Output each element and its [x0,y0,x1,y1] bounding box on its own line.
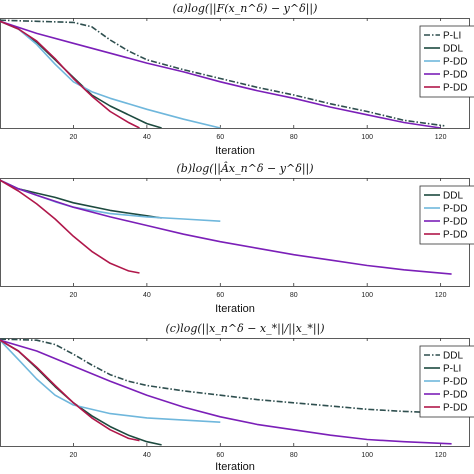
chart-panel-2: (b)log(||Âx_n^δ − y^δ||) 20 40 60 80 100 120 It… [0,161,474,315]
chart-title: (b)log(||Âx_n^δ − y^δ||) [176,161,313,176]
plot-frame [0,18,470,129]
legend-label: P-DD [443,390,467,401]
legend-label: DDL [443,351,463,362]
x-tick-label: 100 [361,452,373,459]
legend-label: P-DD [443,70,467,81]
x-tick-label: 120 [435,452,447,459]
plot-frame [0,178,470,287]
plot-frame [0,338,470,447]
x-tick-label: 60 [216,134,224,141]
chart-title: (a)log(||F(x_n^δ) − y^δ||) [173,2,318,16]
x-tick-label: 60 [216,292,224,299]
x-tick-label: 40 [143,292,151,299]
series-line-1 [0,19,445,127]
x-axis-label: Iteration [215,461,255,473]
x-tick-label: 80 [290,292,298,299]
series-line-5 [0,339,140,442]
chart-panel-1: (a)log(||F(x_n^δ) − y^δ||) 20 40 60 80 100 120… [0,2,474,157]
legend: P-LI DDL P-DD P-DD P-DD [419,25,474,98]
series-line-3 [0,179,452,275]
x-tick-label: 40 [143,134,151,141]
legend-label: P-LI [443,31,461,42]
legend-label: P-DD [443,83,467,94]
x-axis-label: Iteration [215,145,255,157]
legend-label: P-DD [443,403,467,414]
legend: DDL P-LI P-DD P-DD P-DD [419,345,474,418]
chart-panel-3: (c)log(||x_n^δ − x_*||/||x_*||) 20 40 60 80 1… [0,322,474,473]
legend: DDL P-DD P-DD P-DD [419,185,474,245]
x-tick-label: 20 [70,134,78,141]
chart-title: (c)log(||x_n^δ − x_*||/||x_*||) [165,322,324,336]
x-tick-label: 60 [216,452,224,459]
series-group [0,179,452,275]
x-tick-label: 100 [361,134,373,141]
x-tick-label: 80 [290,134,298,141]
x-tick-label: 120 [435,292,447,299]
legend-label: P-DD [443,377,467,388]
legend-label: P-LI [443,364,461,375]
series-line-3 [0,339,221,423]
series-line-5 [0,20,140,128]
x-axis-label: Iteration [215,303,255,315]
x-tick-label: 40 [143,452,151,459]
series-group [0,338,456,446]
legend-label: DDL [443,44,463,55]
x-tick-label: 100 [361,292,373,299]
legend-label: P-DD [443,204,467,215]
series-group [0,19,445,128]
series-line-4 [0,20,441,128]
legend-label: P-DD [443,230,467,241]
legend-label: DDL [443,191,463,202]
x-tick-label: 80 [290,452,298,459]
series-line-4 [0,179,140,274]
x-tick-label: 120 [435,134,447,141]
x-tick-label: 20 [70,452,78,459]
legend-label: P-DD [443,57,467,68]
legend-label: P-DD [443,217,467,228]
series-line-1 [0,338,456,415]
x-tick-label: 20 [70,292,78,299]
series-line-4 [0,339,452,445]
